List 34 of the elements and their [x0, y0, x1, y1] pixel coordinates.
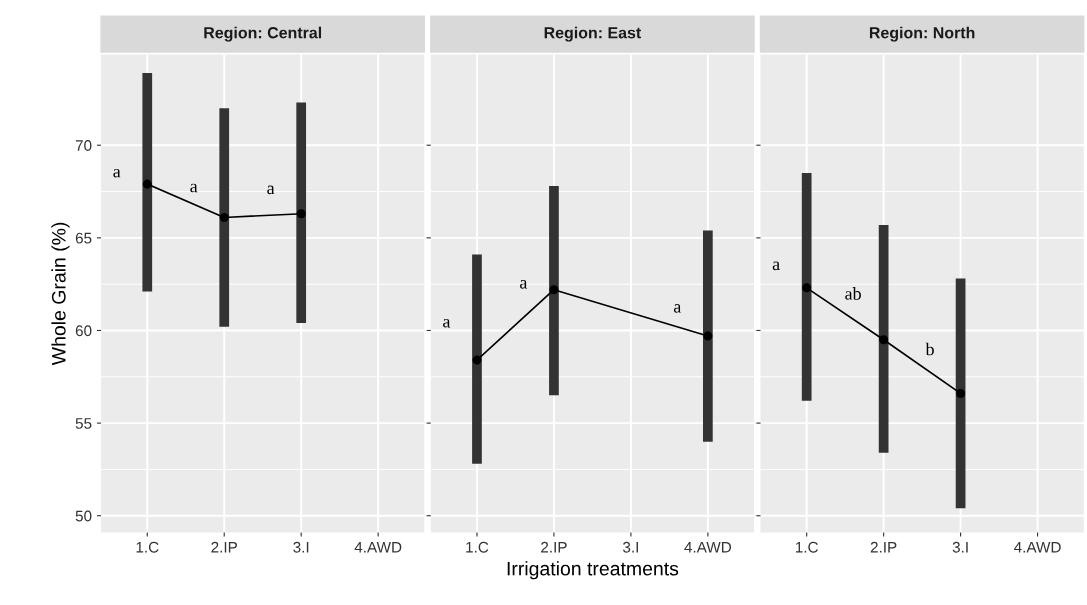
chart-title: Region: Central	[204, 26, 322, 42]
y-tick-label: 60	[75, 325, 92, 337]
point	[296, 209, 306, 219]
x-tick-label: 2.IP	[870, 541, 897, 553]
y-tick-label: 50	[75, 510, 92, 522]
annotation: a	[267, 185, 275, 195]
annotation: ab	[845, 287, 861, 300]
x-tick-label: 2.IP	[211, 541, 238, 553]
annotation: a	[520, 280, 528, 289]
x-tick-label: 2.IP	[541, 541, 567, 553]
x-tick-label: 3.I	[622, 541, 638, 553]
x-tick-label: 1.C	[136, 541, 159, 553]
annotation: a	[443, 318, 451, 328]
x-axis-title: Irrigation treatments	[507, 561, 679, 580]
point	[142, 179, 152, 189]
annotation: b	[925, 342, 934, 356]
x-tick-label: 1.C	[795, 541, 818, 553]
x-tick-label: 4.AWD	[1014, 541, 1061, 553]
annotation: a	[113, 168, 121, 178]
x-tick-label: 4.AWD	[354, 541, 402, 553]
y-tick-label: 70	[75, 140, 92, 151]
chart-title: Region: East	[544, 26, 642, 42]
x-tick-label: 4.AWD	[684, 541, 732, 553]
chart-title: Region: North	[869, 26, 975, 42]
annotation: a	[190, 183, 198, 193]
x-tick-label: 3.I	[293, 541, 309, 553]
y-tick-label: 55	[75, 418, 92, 429]
y-tick-label: 65	[75, 232, 92, 244]
point	[219, 212, 229, 222]
y-axis-title: Whole Grain (%)	[51, 222, 70, 366]
x-tick-label: 3.I	[952, 541, 968, 553]
annotation: a	[772, 261, 780, 271]
annotation: a	[673, 304, 682, 313]
x-tick-label: 1.C	[466, 541, 489, 553]
